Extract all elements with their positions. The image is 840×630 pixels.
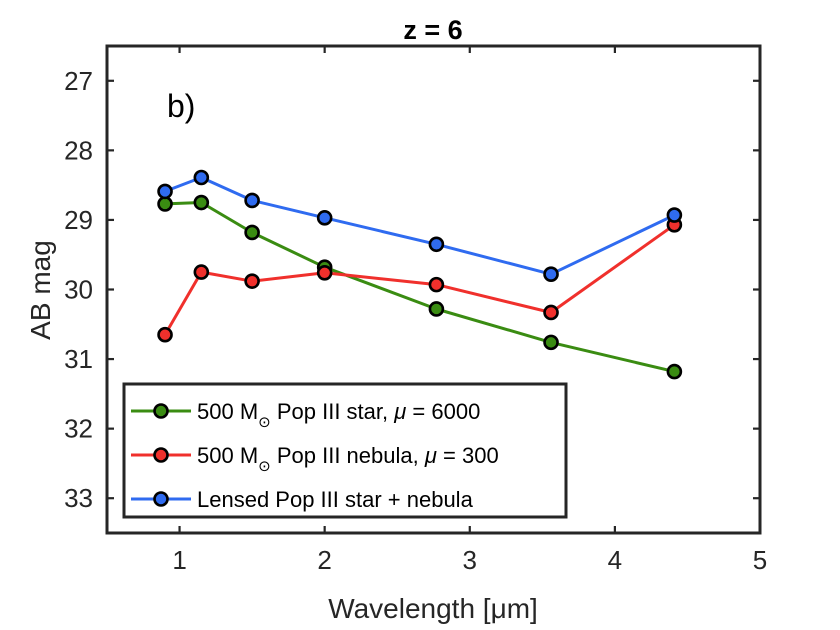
series-1-point	[428, 276, 445, 293]
chart-title: z = 6	[403, 15, 462, 45]
legend-text-suffix: = 300	[437, 443, 499, 468]
legend-text-sub: ⊙	[258, 414, 271, 431]
axis-ticks: 1 2 3 4 5 27 28 29 30 31 32 33	[64, 46, 767, 575]
series-1-point	[244, 273, 260, 289]
legend-swatch-marker	[153, 491, 169, 507]
y-tick-label: 30	[64, 275, 93, 305]
series-1-point	[543, 304, 559, 321]
legend-entry-label: 500 M⊙ Pop III star, μ = 6000	[197, 399, 480, 431]
legend-text-sub: ⊙	[258, 458, 271, 475]
y-tick-label: 31	[64, 344, 93, 374]
legend-text-greek: μ	[424, 443, 437, 468]
y-tick-label: 28	[64, 135, 93, 165]
legend-text-post: Pop III nebula,	[271, 443, 425, 468]
series-1-point	[316, 265, 333, 281]
series-2-point	[316, 210, 333, 226]
series-markers	[157, 169, 683, 380]
x-tick-label: 1	[172, 545, 186, 575]
legend-entry-label: 500 M⊙ Pop III nebula, μ = 300	[197, 443, 499, 475]
series-0-point	[543, 334, 559, 351]
legend-text-suffix: = 6000	[406, 399, 480, 424]
panel-label: b)	[167, 88, 195, 124]
series-0-point	[428, 301, 445, 317]
plot-frame	[105, 44, 762, 535]
legend-text-pre: 500 M	[197, 443, 258, 468]
x-tick-label: 4	[608, 545, 622, 575]
legend-text-pre: Lensed Pop III star + nebula	[197, 487, 474, 512]
series-0-point	[666, 363, 683, 380]
series-2-point	[193, 169, 210, 186]
legend-text-post: Pop III star,	[271, 399, 395, 424]
series-2-point	[543, 266, 559, 282]
legend-swatch-marker	[153, 403, 169, 419]
x-tick-label: 3	[463, 545, 477, 575]
y-tick-label: 29	[64, 205, 93, 235]
series-0-point	[157, 196, 173, 212]
y-axis-label: AB mag	[25, 240, 56, 340]
series-2-point	[157, 183, 173, 200]
legend-swatch-marker	[153, 447, 169, 463]
y-tick-label: 32	[64, 414, 93, 444]
series-1-point	[157, 326, 173, 343]
series-0-point	[193, 194, 210, 211]
legend-entry-label: Lensed Pop III star + nebula	[197, 487, 474, 512]
x-tick-label: 5	[753, 545, 767, 575]
legend-box	[122, 382, 568, 519]
series-2-point	[428, 236, 445, 253]
series-0-point	[244, 224, 260, 241]
series-1-point	[193, 264, 210, 280]
legend-text-greek: μ	[393, 399, 406, 424]
x-axis-label: Wavelength [μm]	[328, 593, 538, 624]
series-2-point	[244, 192, 260, 209]
legend-text-pre: 500 M	[197, 399, 258, 424]
y-tick-label: 33	[64, 483, 93, 513]
y-tick-label: 27	[64, 66, 93, 96]
x-tick-label: 2	[317, 545, 331, 575]
series-2-point	[666, 207, 683, 223]
